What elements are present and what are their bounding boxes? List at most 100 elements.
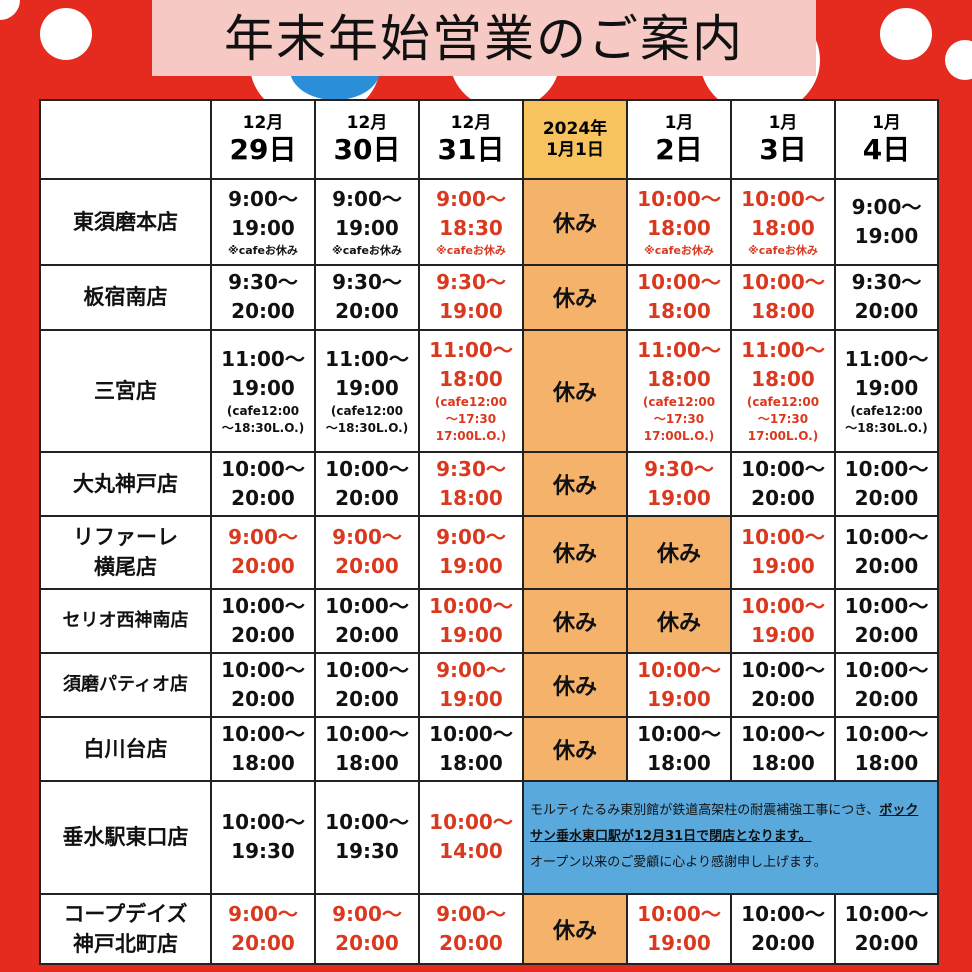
decor-dot: [0, 0, 20, 20]
closed-cell: 休み: [522, 177, 628, 267]
hours-cell: 9:30〜 18:00: [418, 451, 524, 518]
decor-dot: [40, 8, 92, 60]
hours-open: 9:00〜: [332, 901, 402, 926]
closed-cell: 休み: [522, 715, 628, 783]
hours-open: 9:30〜: [436, 457, 506, 482]
closed-label: 休み: [552, 287, 597, 313]
hours-open: 10:00〜: [325, 722, 409, 747]
hours-open: 10:00〜: [741, 722, 825, 747]
closed-label: 休み: [552, 542, 597, 568]
cafe-hours: 〜18:30L.O.): [325, 420, 409, 435]
date-header: 12月 30日: [314, 99, 420, 180]
hours-open: 10:00〜: [741, 901, 825, 926]
hours-open: 10:00〜: [637, 901, 721, 926]
store-row: 須磨パティオ店 10:00〜 20:00 10:00〜 20:00 9:00〜 19:00 休…: [39, 651, 939, 718]
date-header: 1月 2日: [626, 99, 732, 180]
closed-label: 休み: [552, 610, 597, 636]
hours-cell: 9:30〜 20:00: [834, 264, 939, 331]
hours-open: 10:00〜: [221, 657, 305, 682]
closed-cell: 休み: [522, 892, 628, 966]
hours-close: 20:00: [231, 299, 295, 324]
hours-close: 20:00: [854, 299, 919, 324]
hours-close: 20:00: [751, 930, 815, 955]
store-row: 垂水駅東口店 10:00〜 19:30 10:00〜 19:30 10:00〜 14:00 モ…: [39, 780, 939, 895]
hours-close: 18:00: [647, 367, 711, 392]
store-name: 垂水駅東口店: [62, 825, 189, 850]
cafe-hours: (cafe12:00: [434, 395, 508, 410]
hours-cell: 10:00〜 18:00: [314, 715, 420, 783]
hours-cell: 11:00〜 19:00 (cafe12:00 〜18:30L.O.): [314, 328, 420, 454]
hours-close: 20:00: [439, 930, 503, 955]
hours-cell: 9:30〜 20:00: [210, 264, 316, 331]
store-name: セリオ西神南店: [62, 609, 189, 631]
hours-open: 10:00〜: [637, 722, 721, 747]
hours-cell: 9:00〜 19:00: [418, 651, 524, 718]
hours-close: 20:00: [335, 686, 399, 711]
hours-close: 18:00: [751, 367, 815, 392]
hours-cell: 10:00〜 18:00: [730, 264, 836, 331]
hours-open: 11:00〜: [325, 346, 409, 371]
hours-cell: 11:00〜 19:00 (cafe12:00 〜18:30L.O.): [834, 328, 939, 454]
hours-close: 18:00: [439, 486, 503, 511]
date-header-month: 12月: [242, 112, 284, 133]
closed-label: 休み: [552, 212, 597, 238]
closed-cell: 休み: [522, 515, 628, 590]
hours-open: 10:00〜: [637, 657, 721, 682]
hours-open: 9:00〜: [228, 525, 298, 550]
hours-cell: 9:00〜 19:00: [834, 177, 939, 267]
store-row: 大丸神戸店 10:00〜 20:00 10:00〜 20:00 9:30〜 18:00 休み 9…: [39, 451, 939, 518]
hours-cell: 9:30〜 19:00: [418, 264, 524, 331]
hours-note: ※cafeお休み: [332, 244, 402, 258]
hours-cell: 10:00〜 20:00: [314, 587, 420, 654]
hours-open: 11:00〜: [429, 338, 513, 363]
hours-open: 9:00〜: [228, 901, 298, 926]
store-row: セリオ西神南店 10:00〜 20:00 10:00〜 20:00 10:00〜 19:00…: [39, 587, 939, 654]
hours-close: 20:00: [335, 622, 399, 647]
hours-cell: 11:00〜 18:00 (cafe12:00 〜17:30 17:00L.O.): [626, 328, 732, 454]
closed-label: 休み: [656, 542, 701, 568]
store-name: リファーレ: [73, 525, 178, 550]
store-name-cell: セリオ西神南店: [39, 587, 212, 654]
page-title: 年末年始営業のご案内: [224, 10, 744, 68]
hours-close: 20:00: [335, 299, 399, 324]
date-header-day: 29日: [229, 132, 297, 166]
hours-open: 10:00〜: [637, 270, 721, 295]
date-header: 12月 31日: [418, 99, 524, 180]
cafe-hours: 17:00L.O.): [643, 429, 715, 444]
closed-label: 休み: [552, 380, 597, 406]
closed-cell: 休み: [522, 328, 628, 454]
hours-cell: 10:00〜 20:00: [834, 892, 939, 966]
hours-close: 18:30: [439, 216, 503, 241]
date-header-day: 3日: [759, 132, 807, 166]
hours-cell: 9:00〜 20:00: [210, 515, 316, 590]
hours-cell: 10:00〜 20:00: [210, 651, 316, 718]
date-header: 2024年 1月1日: [522, 99, 628, 180]
hours-cell: 10:00〜 18:00 ※cafeお休み: [626, 177, 732, 267]
hours-cell: 10:00〜 19:00: [418, 587, 524, 654]
store-name: 三宮店: [94, 378, 157, 403]
store-name: 神戸北町店: [73, 931, 178, 956]
hours-open: 10:00〜: [741, 525, 825, 550]
cafe-hours: (cafe12:00: [226, 403, 300, 418]
hours-cell: 10:00〜 18:00: [730, 715, 836, 783]
date-header-day: 31日: [437, 132, 505, 166]
store-row: 板宿南店 9:30〜 20:00 9:30〜 20:00 9:30〜 19:00 休み 10:0…: [39, 264, 939, 331]
hours-close: 20:00: [335, 486, 399, 511]
cafe-hours: 〜17:30: [653, 412, 705, 427]
closed-cell: 休み: [626, 515, 732, 590]
store-name: 板宿南店: [83, 285, 168, 310]
date-header-day: 1月1日: [546, 139, 604, 160]
hours-open: 10:00〜: [221, 810, 305, 835]
hours-open: 10:00〜: [325, 810, 409, 835]
hours-open: 11:00〜: [221, 346, 305, 371]
date-header-month: 1月: [768, 112, 798, 133]
hours-open: 11:00〜: [637, 338, 721, 363]
cafe-hours: 〜18:30L.O.): [221, 420, 305, 435]
hours-cell: 9:00〜 18:30 ※cafeお休み: [418, 177, 524, 267]
hours-close: 19:00: [751, 554, 815, 579]
cafe-hours: 〜17:30: [757, 412, 809, 427]
hours-close: 18:00: [335, 751, 399, 776]
hours-close: 19:30: [335, 839, 399, 864]
notice-closure-highlight: ボックサン垂水東口駅が12月31日で閉店となります。: [530, 803, 919, 845]
hours-open: 9:00〜: [851, 195, 922, 220]
